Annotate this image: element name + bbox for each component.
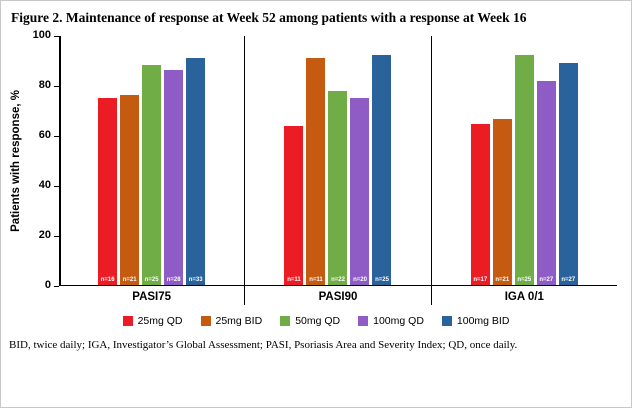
n-count-label: n=25 — [517, 277, 532, 284]
legend-item-100mg-qd: 100mg QD — [358, 315, 424, 327]
y-axis-title-wrap: Patients with response, % — [7, 36, 25, 286]
bar-50mg-qd-pasi90: n=22 — [328, 91, 348, 285]
bar-25mg-qd-iga-0-1: n=17 — [470, 123, 490, 285]
n-count-label: n=27 — [561, 277, 576, 284]
n-count-label: n=17 — [473, 277, 488, 284]
figure-title: Figure 2. Maintenance of response at Wee… — [11, 10, 527, 25]
bar-100mg-bid-iga-0-1: n=27 — [558, 62, 578, 285]
plot-area: n=16 n=21 n=25 n=28 n=33 PASI75 n=11 n=11 n=22 n=… — [59, 36, 617, 305]
legend-swatch — [200, 316, 211, 326]
bar-50mg-qd-iga-0-1: n=25 — [514, 55, 534, 285]
y-tick-label: 0 — [44, 279, 51, 291]
category-label: IGA 0/1 — [504, 291, 544, 303]
bar-chart: Patients with response, % 0 20 40 60 80 100 n… — [1, 30, 631, 305]
y-tick-mark — [54, 285, 59, 287]
bar-25mg-qd-pasi90: n=11 — [284, 126, 304, 285]
legend-item-100mg-bid: 100mg BID — [441, 315, 510, 327]
bar-100mg-qd-pasi75: n=28 — [164, 70, 184, 285]
bar-25mg-qd-pasi75: n=16 — [98, 97, 118, 285]
legend-item-25mg-bid: 25mg BID — [200, 315, 263, 327]
n-count-label: n=28 — [166, 277, 181, 284]
bar-100mg-bid-pasi75: n=33 — [186, 57, 206, 285]
legend-swatch — [122, 316, 133, 326]
y-axis-line — [59, 36, 61, 286]
n-count-label: n=27 — [539, 277, 554, 284]
y-axis-title: Patients with response, % — [10, 90, 22, 232]
legend-label: 25mg BID — [215, 315, 263, 327]
bar-50mg-qd-pasi75: n=25 — [142, 65, 162, 285]
y-tick-label: 100 — [32, 29, 51, 41]
y-tick-label: 60 — [38, 129, 51, 141]
y-tick-mark — [54, 235, 59, 237]
legend-item-50mg-qd: 50mg QD — [280, 315, 340, 327]
category-label: PASI75 — [132, 291, 172, 303]
legend-item-25mg-qd: 25mg QD — [122, 315, 183, 327]
legend-label: 25mg QD — [137, 315, 183, 327]
legend-label: 50mg QD — [295, 315, 341, 327]
legend-label: 100mg QD — [373, 315, 424, 327]
category-group-pasi90: n=11 n=11 n=22 n=20 n=25 PASI90 — [245, 36, 432, 305]
bar-cluster: n=17 n=21 n=25 n=27 n=27 — [431, 36, 617, 286]
legend-swatch — [441, 316, 452, 326]
legend-label: 100mg BID — [456, 315, 510, 327]
plot-wrap: n=16 n=21 n=25 n=28 n=33 PASI75 n=11 n=11 n=22 n=… — [59, 36, 617, 305]
footnote: BID, twice daily; IGA, Investigator’s Gl… — [9, 339, 518, 351]
y-tick-mark — [54, 85, 59, 87]
bar-100mg-bid-pasi90: n=25 — [372, 55, 392, 285]
y-tick-mark — [54, 135, 59, 137]
bar-25mg-bid-pasi75: n=21 — [120, 95, 140, 285]
legend-swatch — [358, 316, 369, 326]
category-label: PASI90 — [318, 291, 358, 303]
y-tick-label: 80 — [38, 79, 51, 91]
category-group-pasi75: n=16 n=21 n=25 n=28 n=33 PASI75 — [59, 36, 246, 305]
n-count-label: n=22 — [331, 277, 345, 284]
n-count-label: n=11 — [309, 277, 323, 284]
bar-cluster: n=16 n=21 n=25 n=28 n=33 — [59, 36, 245, 286]
y-tick-mark — [54, 35, 59, 37]
y-axis-ticks: 0 20 40 60 80 100 — [25, 30, 59, 291]
y-tick-label: 20 — [38, 229, 51, 241]
n-count-label: n=25 — [144, 277, 159, 284]
bar-25mg-bid-iga-0-1: n=21 — [492, 118, 512, 285]
n-count-label: n=11 — [287, 277, 301, 284]
y-tick-label: 40 — [38, 179, 51, 191]
n-count-label: n=21 — [495, 277, 510, 284]
category-group-iga-0-1: n=17 n=21 n=25 n=27 n=27 IGA 0/1 — [431, 36, 617, 305]
n-count-label: n=25 — [375, 277, 389, 284]
bar-25mg-bid-pasi90: n=11 — [306, 57, 326, 285]
n-count-label: n=21 — [122, 277, 137, 284]
y-tick-mark — [54, 185, 59, 187]
n-count-label: n=16 — [100, 277, 115, 284]
legend-swatch — [280, 316, 291, 326]
bar-cluster: n=11 n=11 n=22 n=20 n=25 — [245, 36, 431, 286]
legend: 25mg QD 25mg BID 50mg QD 100mg QD 100mg BID — [1, 315, 631, 327]
n-count-label: n=20 — [353, 277, 367, 284]
bar-100mg-qd-iga-0-1: n=27 — [536, 81, 556, 285]
n-count-label: n=33 — [188, 277, 203, 284]
bar-100mg-qd-pasi90: n=20 — [350, 97, 370, 285]
